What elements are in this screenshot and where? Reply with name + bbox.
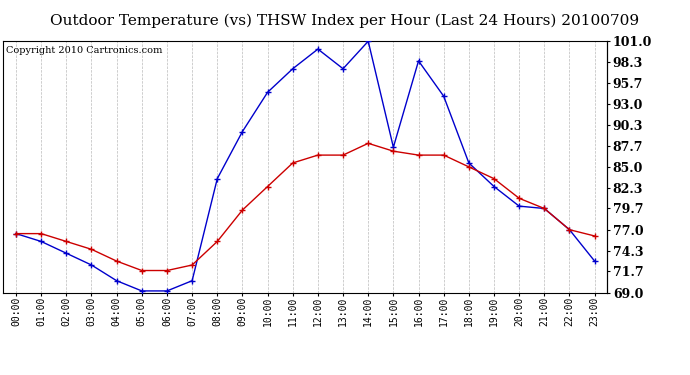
Text: Copyright 2010 Cartronics.com: Copyright 2010 Cartronics.com <box>6 46 163 55</box>
Text: Outdoor Temperature (vs) THSW Index per Hour (Last 24 Hours) 20100709: Outdoor Temperature (vs) THSW Index per … <box>50 13 640 27</box>
